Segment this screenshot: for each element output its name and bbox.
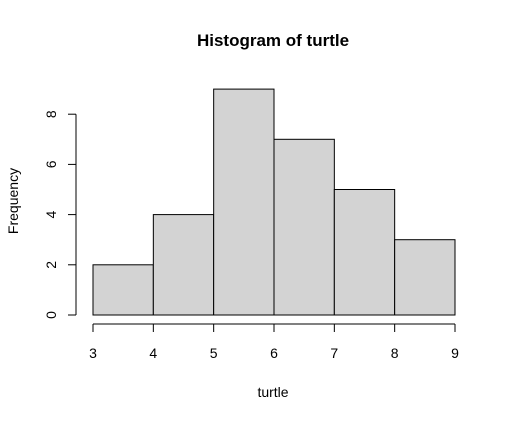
y-tick-label: 2	[43, 261, 59, 269]
histogram-bar-3	[214, 89, 274, 315]
y-tick-label: 4	[43, 210, 59, 218]
x-axis: 3 4 5 6 7 8 9	[89, 324, 459, 361]
x-tick-label: 3	[89, 345, 97, 361]
histogram-bar-2	[153, 215, 213, 315]
histogram-bar-6	[395, 240, 455, 315]
y-tick-label: 0	[43, 311, 59, 319]
bars-group	[93, 89, 455, 315]
y-tick-label: 6	[43, 160, 59, 168]
histogram-bar-4	[274, 139, 334, 315]
y-tick-label: 8	[43, 110, 59, 118]
chart-title: Histogram of turtle	[197, 31, 349, 50]
x-axis-label: turtle	[257, 384, 288, 400]
x-tick-label: 4	[149, 345, 157, 361]
histogram-bar-1	[93, 265, 153, 315]
y-axis: 0 2 4 6 8	[43, 110, 76, 319]
x-tick-label: 9	[451, 345, 459, 361]
x-tick-label: 7	[330, 345, 338, 361]
x-tick-label: 8	[391, 345, 399, 361]
y-axis-label: Frequency	[5, 168, 21, 234]
histogram-bar-5	[334, 190, 394, 316]
x-tick-label: 5	[210, 345, 218, 361]
x-tick-label: 6	[270, 345, 278, 361]
